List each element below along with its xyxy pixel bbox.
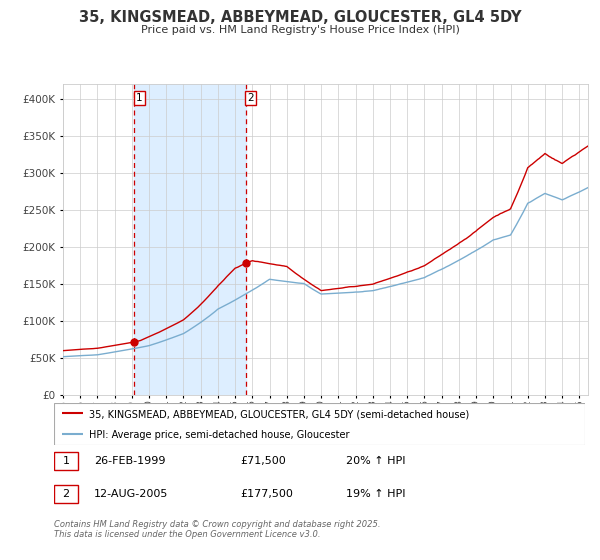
Text: 2: 2 (62, 489, 70, 500)
Text: 35, KINGSMEAD, ABBEYMEAD, GLOUCESTER, GL4 5DY (semi-detached house): 35, KINGSMEAD, ABBEYMEAD, GLOUCESTER, GL… (89, 409, 469, 419)
Text: £177,500: £177,500 (240, 489, 293, 500)
Text: Price paid vs. HM Land Registry's House Price Index (HPI): Price paid vs. HM Land Registry's House … (140, 25, 460, 35)
Bar (54, 452, 78, 470)
Text: Contains HM Land Registry data © Crown copyright and database right 2025.
This d: Contains HM Land Registry data © Crown c… (54, 520, 380, 539)
Text: 1: 1 (62, 456, 70, 466)
Text: 26-FEB-1999: 26-FEB-1999 (94, 456, 166, 466)
Text: 1: 1 (136, 94, 143, 104)
Text: 12-AUG-2005: 12-AUG-2005 (94, 489, 168, 500)
Text: 2: 2 (248, 94, 254, 104)
Text: 35, KINGSMEAD, ABBEYMEAD, GLOUCESTER, GL4 5DY: 35, KINGSMEAD, ABBEYMEAD, GLOUCESTER, GL… (79, 10, 521, 25)
Bar (54, 486, 78, 503)
Text: 19% ↑ HPI: 19% ↑ HPI (346, 489, 406, 500)
Bar (134, 84, 246, 395)
Text: £71,500: £71,500 (240, 456, 286, 466)
Text: 20% ↑ HPI: 20% ↑ HPI (346, 456, 406, 466)
Text: HPI: Average price, semi-detached house, Gloucester: HPI: Average price, semi-detached house,… (89, 430, 349, 440)
